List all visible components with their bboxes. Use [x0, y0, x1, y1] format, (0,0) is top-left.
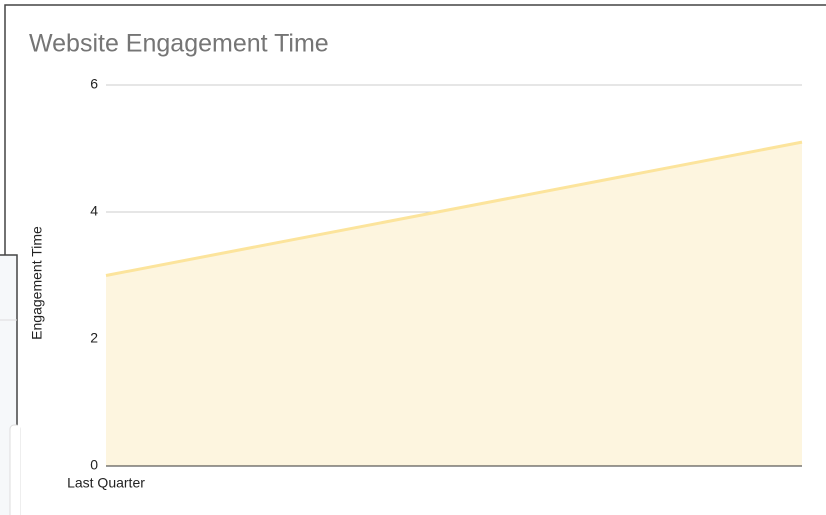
y-axis-label: Engagement Time	[29, 226, 45, 340]
line	[105, 140, 803, 277]
card-edge	[18, 256, 20, 515]
y-tick-label: 4	[90, 203, 98, 219]
area	[106, 142, 802, 466]
y-tick-label: 0	[90, 457, 98, 473]
x-tick-label: Last Quarter	[67, 475, 145, 491]
y-tick-label: 6	[90, 76, 98, 92]
y-tick-label: 2	[90, 330, 98, 346]
chart-title: Website Engagement Time	[29, 30, 329, 58]
